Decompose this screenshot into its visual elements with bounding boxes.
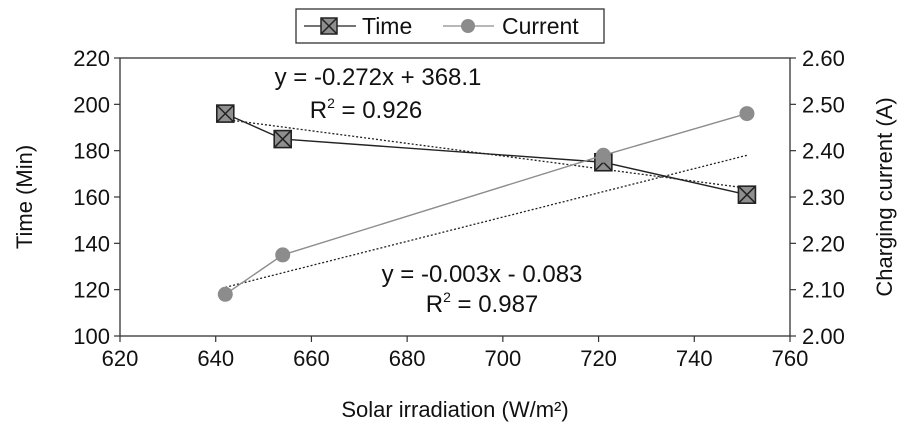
legend-time-marker [320, 17, 338, 35]
y-right-tick-label: 2.00 [802, 324, 845, 349]
x-tick-label: 680 [389, 346, 426, 371]
y-right-tick-label: 2.60 [802, 46, 845, 71]
data-point-current [739, 106, 755, 122]
y-axis-left-title: Time (Min) [12, 145, 37, 249]
y-left-tick-label: 220 [73, 46, 110, 71]
x-tick-label: 620 [102, 346, 139, 371]
y-left-tick-label: 160 [73, 185, 110, 210]
data-point-current [275, 247, 291, 263]
x-tick-label: 700 [484, 346, 521, 371]
y-left-tick-label: 100 [73, 324, 110, 349]
y-right-tick-label: 2.40 [802, 139, 845, 164]
time-equation: y = -0.272x + 368.1 [275, 64, 482, 91]
y-left-tick-label: 200 [73, 92, 110, 117]
legend-time-label: Time [362, 13, 412, 39]
series-line-current [224, 112, 748, 295]
series-layer [215, 104, 757, 302]
current-r2: R2 = 0.987 [426, 289, 539, 318]
series-line-time [225, 112, 748, 196]
y-axis-right: 2.00 2.10 2.20 2.30 2.40 2.50 2.60 [790, 46, 845, 349]
current-equation: y = -0.003x - 0.083 [382, 261, 583, 288]
y-left-tick-label: 180 [73, 139, 110, 164]
legend-item-time: Time [304, 13, 412, 39]
data-point-time [273, 129, 293, 149]
x-tick-label: 720 [580, 346, 617, 371]
y-axis-right-title: Charging current (A) [872, 97, 897, 296]
x-tick-label: 660 [293, 346, 330, 371]
y-right-tick-label: 2.10 [802, 278, 845, 303]
x-tick-label: 760 [772, 346, 809, 371]
x-tick-label: 740 [676, 346, 713, 371]
x-tick-label: 640 [197, 346, 234, 371]
y-axis-left: 100 120 140 160 180 200 220 [73, 46, 120, 349]
trendline-right [225, 154, 748, 288]
y-left-tick-label: 140 [73, 231, 110, 256]
data-point-time [737, 185, 757, 204]
data-point-current [217, 286, 233, 302]
legend-current-label: Current [502, 13, 579, 39]
legend-item-current: Current [443, 13, 579, 39]
y-right-tick-label: 2.20 [802, 231, 845, 256]
y-left-tick-label: 120 [73, 278, 110, 303]
legend-current-marker [461, 19, 475, 33]
legend: Time Current [295, 8, 605, 44]
trendlines [225, 118, 748, 288]
x-axis-title: Solar irradiation (W/m²) [341, 397, 568, 422]
y-right-tick-label: 2.30 [802, 185, 845, 210]
time-r2: R2 = 0.926 [310, 95, 423, 124]
y-right-tick-label: 2.50 [802, 92, 845, 117]
x-axis: 620 640 660 680 700 720 740 760 [102, 336, 809, 371]
data-point-current [595, 147, 611, 163]
data-point-time [215, 104, 235, 123]
